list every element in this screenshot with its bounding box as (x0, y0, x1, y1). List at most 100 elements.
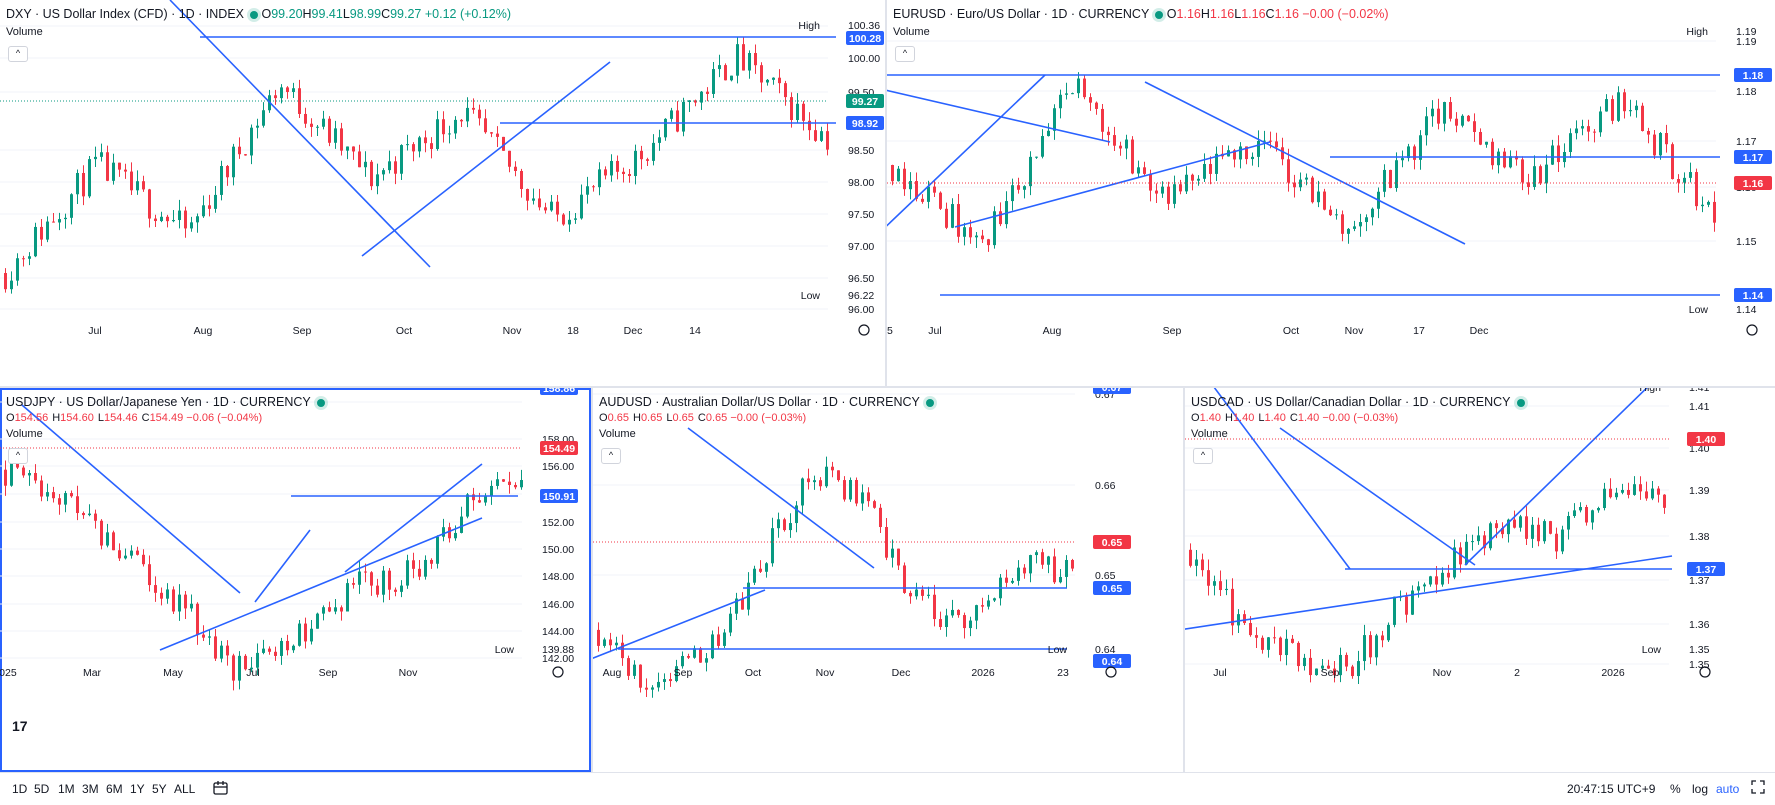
candle-body (1575, 128, 1578, 134)
x-axis-tick-label: Nov (816, 667, 835, 679)
range-6m-button[interactable]: 6M (106, 782, 123, 796)
percent-scale-toggle[interactable]: % (1670, 782, 1681, 796)
symbol-legend[interactable]: USDJPY · US Dollar/Japanese Yen · 1D · C… (6, 394, 325, 410)
candle-body (346, 583, 349, 612)
collapse-legend-button[interactable]: ^ (8, 448, 28, 464)
symbol-legend[interactable]: AUDUSD · Australian Dollar/US Dollar · 1… (599, 394, 934, 410)
candle-body (310, 628, 313, 642)
ohlc-key: H (1200, 7, 1210, 21)
symbol-legend[interactable]: EURUSD · Euro/US Dollar · 1D · CURRENCY … (893, 6, 1389, 22)
candle-body (124, 555, 127, 559)
pane-divider[interactable] (591, 388, 593, 772)
date-range-calendar-icon[interactable] (212, 779, 230, 800)
price-badge-label: 1.17 (1743, 152, 1764, 164)
range-1m-button[interactable]: 1M (58, 782, 75, 796)
candle-body (646, 159, 649, 161)
chart-canvas-dxy[interactable]: 100.0099.5098.5098.0097.5097.0096.5096.0… (0, 0, 885, 386)
clock-readout[interactable]: 20:47:15 UTC+9 (1567, 782, 1656, 796)
x-axis-tick-label: Mar (83, 667, 102, 679)
ohlc-value: 1.40 (1232, 412, 1255, 424)
x-axis-tick-label: Dec (1470, 325, 1489, 337)
settings-gear-icon (1105, 666, 1117, 678)
candle-body (376, 585, 379, 595)
candle-body (4, 469, 7, 486)
candle-body (388, 161, 391, 171)
candle-body (1549, 521, 1552, 534)
symbol-legend[interactable]: DXY · US Dollar Index (CFD) · 1D · INDEX… (6, 6, 511, 22)
chart-pane-audusd[interactable]: 0.670.660.65High0.670.670.650.65Low0.640… (593, 388, 1183, 772)
price-badge-label: 158.86 (543, 388, 575, 395)
hilo-label: Low (1642, 644, 1662, 656)
pane-divider[interactable] (1183, 388, 1185, 772)
range-1d-button[interactable]: 1D (12, 782, 28, 796)
candle-body (759, 568, 762, 572)
candle-body (735, 598, 738, 614)
log-scale-toggle[interactable]: log (1692, 782, 1709, 796)
chart-pane-dxy[interactable]: 100.00 99.50 98.50 98.00 97.50 97.00 96.50 96.0… (0, 0, 885, 386)
candle-body (610, 160, 613, 176)
tradingview-logo-icon[interactable]: 17 (12, 718, 28, 734)
candle-body (586, 186, 589, 195)
candle-body (46, 492, 49, 497)
collapse-legend-button[interactable]: ^ (1193, 448, 1213, 464)
drawing-trend-line (1185, 555, 1673, 630)
x-axis-tick-label: Oct (745, 667, 761, 679)
chart-canvas-eurusd[interactable]: 1.19 1.18 1.17 1.16 1.15 High 1.19 1.18 1.17 1.16… (887, 0, 1775, 386)
candle-body (430, 143, 433, 149)
chart-canvas-usdcad[interactable]: 1.421.411.401.391.381.371.361.35High1.41… (1185, 388, 1775, 772)
fullscreen-icon[interactable] (1750, 779, 1766, 798)
candle-body (1587, 126, 1590, 132)
candle-body (100, 520, 103, 546)
range-1y-button[interactable]: 1Y (130, 782, 145, 796)
candle-body (1125, 139, 1128, 149)
candle-body (1155, 190, 1158, 194)
candle-body (1395, 160, 1398, 189)
range-all-button[interactable]: ALL (174, 782, 196, 796)
candle-body (352, 583, 355, 585)
auto-scale-toggle[interactable]: auto (1716, 782, 1740, 796)
candle-body (1345, 654, 1348, 667)
collapse-legend-button[interactable]: ^ (895, 46, 915, 62)
price-badge-label: 150.91 (543, 491, 575, 503)
y-axis-tick-label: 148.00 (542, 571, 574, 583)
chart-pane-eurusd[interactable]: 1.19 1.18 1.17 1.16 1.15 High 1.19 1.18 1.17 1.16… (887, 0, 1775, 386)
candle-body (1701, 204, 1704, 207)
pane-divider[interactable] (885, 0, 887, 386)
range-5d-button[interactable]: 5D (34, 782, 50, 796)
price-badge (846, 116, 884, 130)
y-axis-tick-label: 96.50 (848, 273, 874, 285)
drawing-trend-line (1279, 427, 1476, 566)
chart-pane-usdjpy[interactable]: 158.00156.00154.00152.00150.00148.00146.… (0, 388, 591, 772)
candle-body (1519, 516, 1522, 528)
candle-body (933, 186, 936, 193)
candle-body (532, 198, 535, 201)
candle-body (1017, 185, 1020, 190)
candle-body (208, 205, 211, 209)
pane-divider[interactable] (0, 386, 1775, 388)
ohlc-values: O99.20H99.41L98.99C99.27 +0.12 (+0.12%) (262, 7, 512, 21)
candle-body (160, 592, 163, 599)
candle-body (1189, 549, 1192, 566)
chart-pane-usdcad[interactable]: 1.421.411.401.391.381.371.361.35High1.41… (1185, 388, 1775, 772)
collapse-legend-button[interactable]: ^ (8, 46, 28, 62)
candle-body (1113, 135, 1116, 146)
collapse-legend-button[interactable]: ^ (601, 448, 621, 464)
candle-body (1305, 177, 1308, 180)
candle-body (1471, 541, 1474, 543)
candle-body (1551, 145, 1554, 165)
range-3m-button[interactable]: 3M (82, 782, 99, 796)
candle-body (382, 170, 385, 175)
candle-body (1207, 570, 1210, 586)
chart-canvas-usdjpy[interactable]: 158.00156.00154.00152.00150.00148.00146.… (0, 388, 591, 772)
ohlc-value: 0.65 (640, 412, 663, 424)
range-5y-button[interactable]: 5Y (152, 782, 167, 796)
candle-body (981, 235, 984, 240)
candle-body (729, 613, 732, 633)
candle-body (933, 594, 936, 620)
price-badge-label: 0.64 (1102, 656, 1123, 668)
ohlc-key: L (342, 7, 350, 21)
symbol-legend[interactable]: USDCAD · US Dollar/Canadian Dollar · 1D … (1191, 394, 1525, 410)
candle-body (304, 113, 307, 124)
chart-canvas-audusd[interactable]: 0.670.660.65High0.670.670.650.65Low0.640… (593, 388, 1183, 772)
price-badge (846, 31, 884, 45)
